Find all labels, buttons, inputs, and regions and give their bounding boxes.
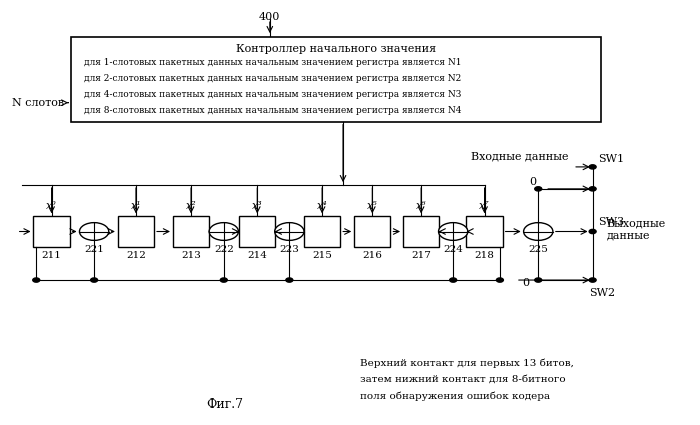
Bar	[173, 216, 209, 246]
Text: x⁶: x⁶	[416, 201, 426, 211]
Circle shape	[589, 230, 596, 234]
Bar	[403, 216, 439, 246]
Text: x¹: x¹	[131, 201, 141, 211]
Text: 217: 217	[411, 251, 431, 260]
Text: Фиг.7: Фиг.7	[206, 398, 243, 411]
Text: Контроллер начального значения: Контроллер начального значения	[236, 44, 436, 54]
Circle shape	[449, 278, 456, 282]
Text: Входные данные: Входные данные	[470, 151, 568, 161]
Text: 216: 216	[363, 251, 382, 260]
Circle shape	[274, 223, 304, 241]
Text: 221: 221	[84, 245, 104, 254]
Circle shape	[535, 278, 542, 282]
Text: x²: x²	[186, 201, 197, 211]
Text: 224: 224	[443, 245, 463, 254]
Text: 213: 213	[181, 251, 201, 260]
Text: 218: 218	[475, 251, 494, 260]
Text: Верхний контакт для первых 13 битов,: Верхний контакт для первых 13 битов,	[360, 358, 574, 368]
Text: SW2: SW2	[589, 288, 615, 298]
Bar	[354, 216, 391, 246]
Text: для 8-слотовых пакетных данных начальным значением регистра является N4: для 8-слотовых пакетных данных начальным…	[84, 106, 461, 115]
Bar	[118, 216, 154, 246]
Text: 225: 225	[528, 245, 548, 254]
Text: 214: 214	[247, 251, 267, 260]
Text: 0: 0	[529, 177, 536, 187]
Text: 222: 222	[214, 245, 234, 254]
Circle shape	[524, 223, 553, 241]
Circle shape	[33, 278, 40, 282]
Circle shape	[90, 278, 97, 282]
Circle shape	[589, 165, 596, 169]
Text: SW3: SW3	[598, 217, 624, 227]
Text: N слотов: N слотов	[12, 98, 64, 108]
Circle shape	[286, 278, 293, 282]
Circle shape	[220, 278, 228, 282]
Circle shape	[209, 223, 239, 241]
Text: для 1-слотовых пакетных данных начальным значением регистра является N1: для 1-слотовых пакетных данных начальным…	[84, 57, 461, 67]
Text: для 2-слотовых пакетных данных начальным значением регистра является N2: для 2-слотовых пакетных данных начальным…	[84, 74, 461, 82]
Bar	[239, 216, 275, 246]
Text: 0: 0	[522, 278, 529, 289]
Text: поля обнаружения ошибок кодера: поля обнаружения ошибок кодера	[360, 392, 551, 402]
Text: 211: 211	[42, 251, 62, 260]
Text: затем нижний контакт для 8-битного: затем нижний контакт для 8-битного	[360, 375, 566, 384]
Text: x⁷: x⁷	[480, 201, 490, 211]
Text: x⁰: x⁰	[46, 201, 57, 211]
Text: Выходные
данные: Выходные данные	[607, 218, 666, 240]
Circle shape	[589, 187, 596, 191]
Circle shape	[496, 278, 503, 282]
Circle shape	[589, 278, 596, 282]
Text: x³: x³	[252, 201, 262, 211]
Bar	[466, 216, 503, 246]
Bar	[34, 216, 70, 246]
Text: x⁴: x⁴	[316, 201, 328, 211]
Bar	[71, 37, 601, 122]
Circle shape	[438, 223, 468, 241]
Text: SW1: SW1	[598, 153, 624, 164]
Text: 212: 212	[126, 251, 146, 260]
Text: 215: 215	[312, 251, 332, 260]
Circle shape	[80, 223, 108, 241]
Circle shape	[535, 187, 542, 191]
Text: 400: 400	[259, 12, 281, 22]
Bar	[304, 216, 340, 246]
Text: 223: 223	[279, 245, 300, 254]
Text: для 4-слотовых пакетных данных начальным значением регистра является N3: для 4-слотовых пакетных данных начальным…	[84, 90, 461, 99]
Text: x⁵: x⁵	[367, 201, 378, 211]
